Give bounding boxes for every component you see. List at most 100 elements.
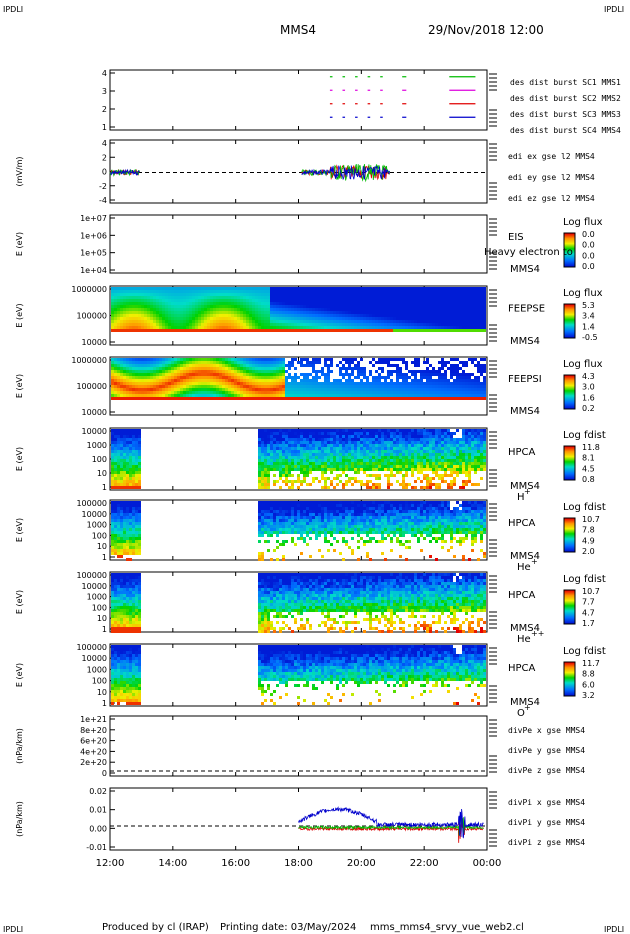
spectrogram-cell [387, 302, 390, 305]
spectrogram-cell [162, 382, 165, 385]
spectrogram-cell [300, 468, 303, 471]
spectrogram-cell [375, 361, 378, 364]
spectrogram-cell [309, 429, 312, 432]
spectrogram-cell [399, 299, 402, 302]
spectrogram-cell [132, 302, 135, 305]
spectrogram-cell [384, 447, 387, 450]
spectrogram-cell [111, 323, 114, 326]
spectrogram-cell [120, 326, 123, 329]
spectrogram-cell [348, 320, 351, 323]
spectrogram-cell [168, 391, 171, 394]
spectrogram-cell [483, 305, 486, 308]
spectrogram-cell [390, 317, 393, 320]
spectrogram-cell [129, 376, 132, 379]
spectrogram-cell [477, 326, 480, 329]
spectrogram-cell [174, 326, 177, 329]
spectrogram-cell [246, 391, 249, 394]
spectrogram-cell [123, 361, 126, 364]
spectrogram-cell [186, 302, 189, 305]
spectrogram-cell [120, 358, 123, 361]
spectrogram-cell [168, 320, 171, 323]
spectrogram-cell [342, 450, 345, 453]
spectrogram-cell [189, 287, 192, 290]
spectrogram-cell [393, 290, 396, 293]
spectrogram-cell [216, 299, 219, 302]
spectrogram-cell [366, 323, 369, 326]
spectrogram-cell [264, 379, 267, 382]
spectrogram-cell [360, 388, 363, 391]
spectrogram-cell [351, 441, 354, 444]
spectrogram-cell [444, 308, 447, 311]
spectrogram-cell [393, 358, 396, 361]
spectrogram-cell [465, 376, 468, 379]
spectrogram-cell [390, 305, 393, 308]
spectrogram-cell [474, 311, 477, 314]
spectrogram-cell [138, 480, 141, 483]
spectrogram-cell [423, 453, 426, 456]
spectrogram-cell [258, 305, 261, 308]
spectrogram-cell [354, 296, 357, 299]
spectrogram-cell [462, 394, 465, 397]
spectrogram-cell [123, 471, 126, 474]
spectrogram-cell [483, 296, 486, 299]
spectrogram-cell [291, 453, 294, 456]
spectrogram-cell [384, 305, 387, 308]
spectrogram-cell [270, 323, 273, 326]
spectrogram-cell [126, 397, 129, 400]
spectrogram-cell [387, 447, 390, 450]
spectrogram-cell [282, 462, 285, 465]
spectrogram-cell [414, 293, 417, 296]
spectrogram-cell [390, 296, 393, 299]
spectrogram-cell [138, 358, 141, 361]
spectrogram-cell [387, 385, 390, 388]
spectrogram-cell [210, 397, 213, 400]
spectrogram-cell [138, 302, 141, 305]
spectrogram-cell [393, 429, 396, 432]
spectrogram-cell [399, 453, 402, 456]
spectrogram-cell [444, 311, 447, 314]
spectrogram-cell [315, 370, 318, 373]
spectrogram-cell [423, 296, 426, 299]
spectrogram-cell [147, 358, 150, 361]
spectrogram-cell [186, 364, 189, 367]
spectrogram-cell [114, 394, 117, 397]
spectrogram-cell [258, 308, 261, 311]
spectrogram-cell [348, 397, 351, 400]
spectrogram-cell [456, 314, 459, 317]
spectrogram-cell [285, 364, 288, 367]
spectrogram-cell [357, 456, 360, 459]
spectrogram-cell [327, 314, 330, 317]
y-tick-label: 3 [102, 87, 107, 96]
spectrogram-cell [213, 305, 216, 308]
spectrogram-cell [267, 329, 270, 332]
spectrogram-cell [444, 293, 447, 296]
spectrogram-cell [138, 320, 141, 323]
spectrogram-cell [423, 468, 426, 471]
spectrogram-cell [300, 329, 303, 332]
spectrogram-cell [228, 367, 231, 370]
spectrogram-cell [390, 468, 393, 471]
spectrogram-cell [255, 382, 258, 385]
spectrogram-cell [240, 361, 243, 364]
spectrogram-cell [414, 305, 417, 308]
spectrogram-cell [282, 453, 285, 456]
spectrogram-cell [444, 287, 447, 290]
colorbar-tick-label: -0.5 [582, 333, 598, 342]
spectrogram-cell [351, 429, 354, 432]
spectrogram-cell [120, 435, 123, 438]
y-axis-label: (mV/m) [15, 157, 24, 187]
spectrogram-cell [372, 394, 375, 397]
spectrogram-cell [126, 308, 129, 311]
spectrogram-cell [126, 471, 129, 474]
spectrogram-cell [141, 302, 144, 305]
spectrogram-cell [273, 441, 276, 444]
spectrogram-cell [252, 397, 255, 400]
spectrogram-cell [390, 287, 393, 290]
spectrogram-cell [387, 441, 390, 444]
spectrogram-cell [276, 320, 279, 323]
spectrogram-cell [333, 329, 336, 332]
spectrogram-cell [270, 367, 273, 370]
spectrogram-cell [345, 429, 348, 432]
spectrogram-cell [117, 471, 120, 474]
spectrogram-cell [192, 326, 195, 329]
